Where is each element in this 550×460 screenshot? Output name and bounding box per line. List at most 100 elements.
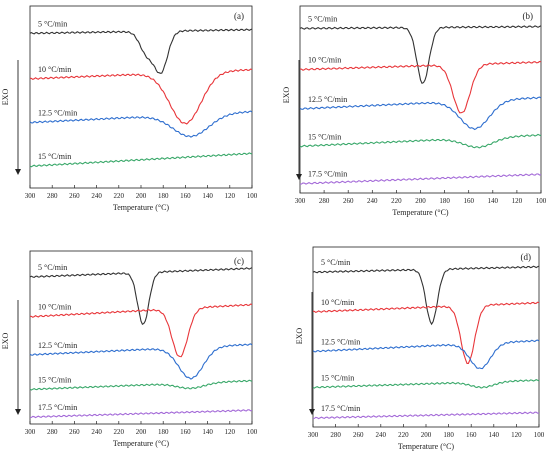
x-tick-label: 160 <box>463 197 474 205</box>
x-tick-label: 260 <box>343 197 354 205</box>
x-tick-label: 220 <box>114 428 125 436</box>
series-line <box>299 173 542 185</box>
y-axis-title: EXO <box>282 87 291 104</box>
x-tick-label: 220 <box>398 431 409 439</box>
series-line <box>299 25 542 85</box>
series-line <box>299 96 542 131</box>
x-tick-label: 220 <box>391 197 402 205</box>
panel-label: (c) <box>234 256 244 266</box>
x-tick-label: 240 <box>91 192 102 200</box>
series-label: 10 °C/min <box>38 65 71 74</box>
series-label: 17.5 °C/min <box>308 170 347 179</box>
x-tick-label: 100 <box>536 197 547 205</box>
chart-panel-d: 300 280 260 240 220 200 180 160 140 120 100 Tempera… <box>295 246 545 451</box>
series-line <box>312 378 540 389</box>
x-tick-label: 280 <box>330 431 341 439</box>
series-line <box>29 110 253 138</box>
series-line <box>29 303 253 358</box>
x-tick-label: 280 <box>47 192 58 200</box>
series-label: 15 °C/min <box>321 373 354 382</box>
series-label: 12.5 °C/min <box>321 337 360 346</box>
x-tick-label: 180 <box>158 192 169 200</box>
x-tick-label: 200 <box>421 431 432 439</box>
x-tick-label: 260 <box>353 431 364 439</box>
x-tick-label: 200 <box>136 192 147 200</box>
panel-label: (a) <box>234 11 244 21</box>
y-axis-title: EXO <box>1 89 10 106</box>
x-tick-label: 240 <box>376 431 387 439</box>
exo-arrowhead <box>15 409 21 415</box>
series-label: 5 °C/min <box>38 263 67 272</box>
x-tick-label: 120 <box>512 197 523 205</box>
x-tick-label: 240 <box>367 197 378 205</box>
x-tick-label: 200 <box>136 428 147 436</box>
series-label: 12.5 °C/min <box>38 108 77 117</box>
x-tick-label: 240 <box>91 428 102 436</box>
y-axis-title: EXO <box>295 328 304 345</box>
x-tick-label: 160 <box>180 428 191 436</box>
exo-arrowhead <box>15 169 21 175</box>
series-line <box>29 152 253 168</box>
series-line <box>29 343 253 380</box>
panel-label: (b) <box>523 11 534 21</box>
series-line <box>29 68 253 125</box>
x-tick-label: 280 <box>47 428 58 436</box>
series-label: 15 °C/min <box>38 375 71 384</box>
x-tick-label: 100 <box>247 192 258 200</box>
x-tick-label: 140 <box>202 192 213 200</box>
series-line <box>312 339 540 370</box>
x-tick-label: 100 <box>534 431 545 439</box>
x-tick-label: 140 <box>489 431 500 439</box>
x-tick-label: 160 <box>466 431 477 439</box>
x-tick-label: 120 <box>511 431 522 439</box>
x-axis-title: Temperature (°C) <box>113 439 170 448</box>
series-line <box>29 409 253 419</box>
series-label: 5 °C/min <box>321 258 350 267</box>
series-label: 15 °C/min <box>38 152 71 161</box>
x-tick-label: 280 <box>319 197 330 205</box>
series-label: 17.5 °C/min <box>38 403 77 412</box>
series-label: 5 °C/min <box>308 14 337 23</box>
series-label: 10 °C/min <box>308 56 341 65</box>
series-label: 17.5 °C/min <box>321 404 360 413</box>
series-line <box>312 301 540 364</box>
x-tick-label: 300 <box>308 431 319 439</box>
chart-panel-b: 300 280 260 240 220 200 180 160 140 120 100 Tempera… <box>282 5 547 217</box>
x-axis-title: Temperature (°C) <box>113 203 170 212</box>
panel-label: (d) <box>521 252 532 262</box>
series-line <box>29 28 253 74</box>
x-axis-title: Temperature (°C) <box>392 208 449 217</box>
chart-panel-a: 300 280 260 240 220 200 180 160 140 120 100 Tempera… <box>1 5 258 212</box>
x-tick-label: 300 <box>25 428 36 436</box>
x-tick-label: 120 <box>225 192 236 200</box>
y-axis-title: EXO <box>1 333 10 350</box>
x-axis-title: Temperature (°C) <box>398 442 455 451</box>
x-tick-label: 200 <box>415 197 426 205</box>
x-tick-label: 180 <box>443 431 454 439</box>
series-label: 5 °C/min <box>38 19 67 28</box>
x-tick-label: 140 <box>488 197 499 205</box>
series-line <box>29 379 253 391</box>
plot-frame <box>29 250 253 425</box>
series-line <box>312 411 540 420</box>
series-line <box>299 60 542 114</box>
x-tick-label: 300 <box>25 192 36 200</box>
x-tick-label: 220 <box>114 192 125 200</box>
x-tick-label: 180 <box>158 428 169 436</box>
x-tick-label: 100 <box>247 428 258 436</box>
exo-arrowhead <box>309 409 315 415</box>
chart-panel-c: 300 280 260 240 220 200 180 160 140 120 100 Tempera… <box>1 250 258 448</box>
x-tick-label: 140 <box>202 428 213 436</box>
x-tick-label: 300 <box>295 197 306 205</box>
series-label: 10 °C/min <box>321 298 354 307</box>
x-tick-label: 260 <box>69 192 80 200</box>
exo-arrowhead <box>296 174 302 180</box>
series-label: 12.5 °C/min <box>308 95 347 104</box>
series-line <box>312 265 540 326</box>
series-label: 15 °C/min <box>308 132 341 141</box>
x-tick-label: 260 <box>69 428 80 436</box>
x-tick-label: 180 <box>439 197 450 205</box>
series-line <box>29 267 253 325</box>
